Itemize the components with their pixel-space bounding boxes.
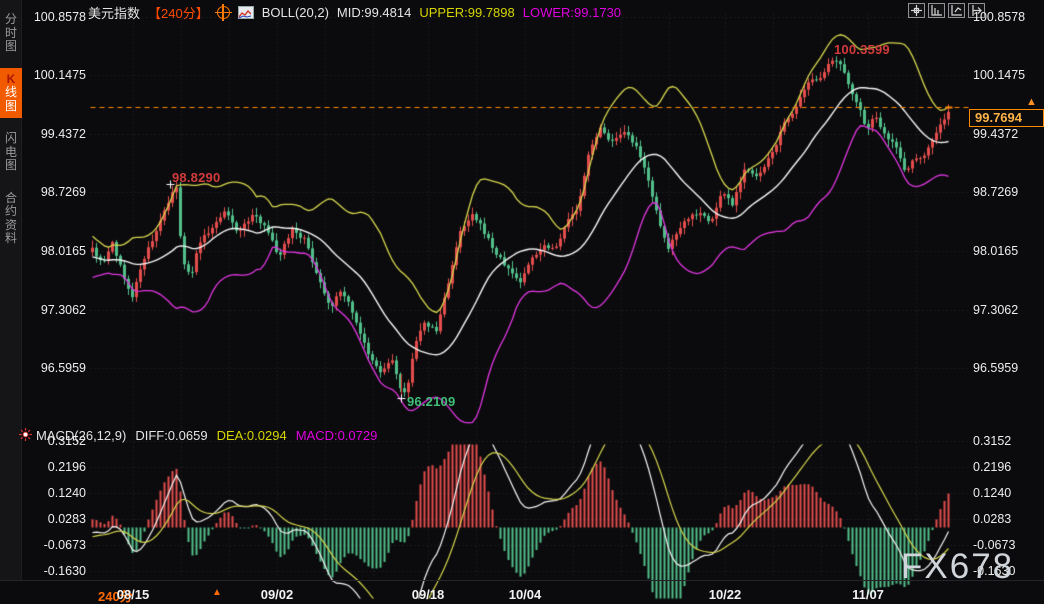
sidebar-item-char: 料 [4,231,17,245]
sidebar-item-char: 分 [4,12,17,26]
watermark: FX678 [901,547,1015,586]
price-axis-label: 99.4372 [40,126,86,141]
macd-axis-label: 0.0283 [47,512,86,527]
macd-axis-label: 0.1240 [973,486,1012,501]
price-axis-label: 97.3062 [973,302,1019,317]
price-axis-label: 100.8578 [33,10,86,24]
price-axis-label: 98.7269 [973,185,1019,200]
price-up-arrow-icon: ▲ [1026,95,1037,108]
price-axis-label: 100.1475 [33,68,86,83]
sidebar-item-char: 图 [4,39,17,53]
sidebar-item-char: 闪 [4,131,17,145]
sidebar-item-char: K [6,71,16,86]
crosshair-target-icon[interactable] [214,4,232,21]
local-high-annotation: 98.8290 [172,170,221,185]
macd-axis-label: 0.2196 [973,460,1012,475]
macd-macd-value: MACD:0.0729 [295,428,378,443]
price-axis-label: 97.3062 [40,302,86,317]
macd-axis-label: 0.3152 [973,434,1012,449]
period-dropdown-arrow-icon[interactable]: ▲ [212,587,222,598]
date-axis-label: 10/04 [508,587,542,602]
sidebar-item-2[interactable]: 闪电图 [0,127,22,178]
fit-x-axis-icon[interactable] [948,3,965,18]
price-axis-label: 100.8578 [973,10,1026,24]
price-axis-label: 99.4372 [973,126,1019,141]
price-axis-label: 96.5959 [40,361,86,375]
price-axis-label: 98.0165 [40,244,86,258]
sidebar-item-char: 约 [4,204,17,218]
macd-dea-value: DEA:0.0294 [216,428,287,443]
sidebar-item-char: 图 [4,158,17,172]
symbol-name: 美元指数 [88,6,141,21]
indicator-chart-icon[interactable] [237,6,254,19]
chart-header: 美元指数 【240分】 BOLL(20,2) MID:99.4814 UPPER… [88,3,621,22]
price-axis-label: 98.0165 [973,244,1019,258]
sidebar-item-char: 图 [4,98,17,113]
chart-toolbar [908,3,985,18]
scroll-right-icon[interactable] [968,3,985,18]
sidebar-item-3[interactable]: 合约资料 [0,187,22,251]
boll-upper-value: UPPER:99.7898 [419,5,515,20]
macd-axis-label: 0.3152 [47,434,86,449]
boll-lower-value: LOWER:99.1730 [522,5,622,20]
macd-axis-label: -0.1630 [973,564,1016,579]
macd-axis-label: -0.0673 [43,538,86,553]
sidebar-item-char: 时 [4,25,17,40]
period-low-annotation: 96.2109 [407,394,456,409]
price-axis-label: 98.7269 [40,185,86,200]
date-axis-label: 09/18 [411,587,445,602]
date-axis-label: 08/15 [116,587,150,602]
date-axis-label: 11/07 [852,587,884,602]
fit-y-axis-icon[interactable] [928,3,945,18]
macd-axis-label: 0.1240 [47,486,86,501]
macd-diff-value: DIFF:0.0659 [135,428,208,443]
crosshair-icon[interactable] [908,3,925,18]
current-price-box: 99.7694 [969,108,1044,127]
macd-panel-header: MACD(26,12,9) DIFF:0.0659 DEA:0.0294 MAC… [36,428,377,443]
time-axis-bar: 240分 ▲ 08/15 09/02 09/18 10/04 10/22 11/07 [0,580,1044,604]
sidebar-item-0[interactable]: 分时图 [0,8,22,59]
date-axis-label: 09/02 [260,587,294,602]
macd-params-label: MACD(26,12,9) [36,428,127,443]
boll-mid-value: MID:99.4814 [336,5,412,20]
period-selector[interactable]: 240分 [98,589,133,604]
sidebar-item-char: 线 [4,85,17,99]
boll-indicator-label: BOLL(20,2) [261,5,329,20]
macd-axis-label: 0.2196 [47,460,86,475]
price-axis-label: 100.1475 [973,68,1026,83]
sidebar-item-char: 电 [4,144,17,159]
date-axis-label: 10/22 [708,587,742,602]
interval-tag: 【240分】 [148,6,209,21]
indicator-flag-icon [19,428,32,446]
period-high-annotation: 100.3599 [834,42,890,57]
sidebar-item-char: 资 [4,217,17,232]
sidebar-item-char: 合 [4,190,17,205]
price-axis-label: 96.5959 [973,361,1019,375]
macd-axis-label: -0.1630 [43,564,86,579]
macd-axis-label: -0.0673 [973,538,1016,553]
macd-axis-label: 0.0283 [973,512,1012,527]
